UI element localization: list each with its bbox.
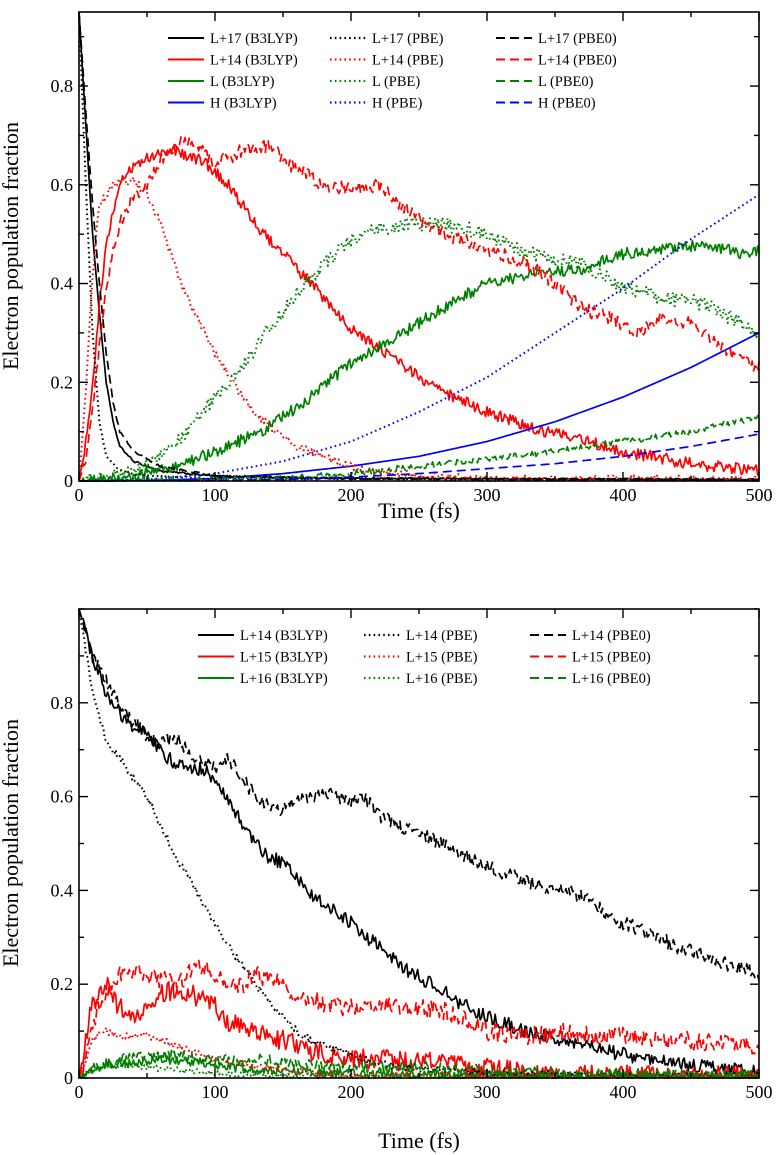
legend-label: L+14 (B3LYP) (210, 53, 298, 69)
y-tick-label: 0.4 (51, 880, 74, 900)
top-legend: L+17 (B3LYP) L+14 (B3LYP) L (B3LYP) H (B3LY… (168, 31, 617, 112)
y-tick-label: 0 (64, 1068, 73, 1088)
bottom-x-axis-label: Time (fs) (378, 1128, 460, 1153)
top-y-axis-label: Electron population fraction (0, 122, 23, 370)
legend-label: L+17 (PBE0) (538, 31, 617, 47)
legend-label: L+15 (B3LYP) (240, 650, 328, 666)
bottom-y-axis-label: Electron population fraction (0, 719, 23, 967)
y-tick-label: 0.8 (51, 76, 74, 96)
x-tick-label: 300 (474, 485, 501, 505)
y-tick-label: 0.6 (51, 175, 74, 195)
y-tick-label: 0 (64, 471, 73, 491)
legend-label: L+14 (PBE) (406, 628, 478, 644)
series-line-l-b3lyp (78, 239, 760, 482)
series-line-l-15-pbe0 (78, 958, 760, 1079)
series-line-h-b3lyp (78, 332, 760, 482)
series-line-l-14-pbe0 (78, 136, 760, 482)
legend-label: L+16 (PBE0) (572, 671, 651, 687)
legend-label: L (PBE0) (538, 74, 594, 90)
bottom-legend: L+14 (B3LYP) L+15 (B3LYP) L+16 (B3LYP) L+14… (198, 628, 651, 687)
x-tick-label: 400 (610, 1082, 637, 1102)
legend-label: L+14 (PBE0) (538, 53, 617, 69)
legend-label: L+15 (PBE0) (572, 650, 651, 666)
legend-label: L+14 (PBE0) (572, 628, 651, 644)
legend-label: L+16 (PBE) (406, 671, 478, 687)
x-tick-label: 500 (746, 1082, 773, 1102)
legend-label: L (PBE) (372, 74, 420, 90)
legend-label: L+16 (B3LYP) (240, 671, 328, 687)
legend-label: H (PBE) (372, 96, 423, 112)
series-line-l-14-pbe0 (78, 608, 760, 981)
legend-label: L (B3LYP) (210, 74, 275, 90)
y-tick-label: 0.8 (51, 693, 74, 713)
x-tick-label: 100 (202, 485, 229, 505)
legend-label: L+14 (B3LYP) (240, 628, 328, 644)
series-line-l-17-pbe0 (78, 11, 760, 482)
series-line-l-15-b3lyp (78, 976, 760, 1079)
y-tick-label: 0.4 (51, 274, 74, 294)
legend-label: L+17 (PBE) (372, 31, 444, 47)
legend-label: L+17 (B3LYP) (210, 31, 298, 47)
x-tick-label: 500 (746, 485, 773, 505)
x-tick-label: 200 (338, 485, 365, 505)
top-series-group (78, 11, 760, 482)
series-line-l-14-b3lyp (78, 608, 760, 1079)
series-line-l-14-pbe (78, 176, 760, 482)
legend-label: L+15 (PBE) (406, 650, 478, 666)
x-tick-label: 0 (75, 1082, 84, 1102)
legend-label: H (B3LYP) (210, 96, 277, 112)
series-line-l-15-pbe (78, 1026, 760, 1079)
x-tick-label: 400 (610, 485, 637, 505)
legend-label: H (PBE0) (538, 96, 596, 112)
y-tick-label: 0.2 (51, 372, 74, 392)
x-tick-label: 200 (338, 1082, 365, 1102)
x-tick-label: 100 (202, 1082, 229, 1102)
bottom-axis-ticks: 0 100 200 300 400 500 0 0.2 0.4 0.6 0.8 (51, 608, 773, 1102)
x-tick-label: 300 (474, 1082, 501, 1102)
top-axis-ticks: 0 100 200 300 400 500 0 0.2 0.4 0.6 0.8 (51, 12, 773, 505)
y-tick-label: 0.6 (51, 787, 74, 807)
x-tick-label: 0 (75, 485, 84, 505)
legend-label: L+14 (PBE) (372, 53, 444, 69)
top-x-axis-label: Time (fs) (378, 498, 460, 523)
y-tick-label: 0.2 (51, 974, 74, 994)
series-line-l-16-pbe0 (78, 1048, 760, 1079)
